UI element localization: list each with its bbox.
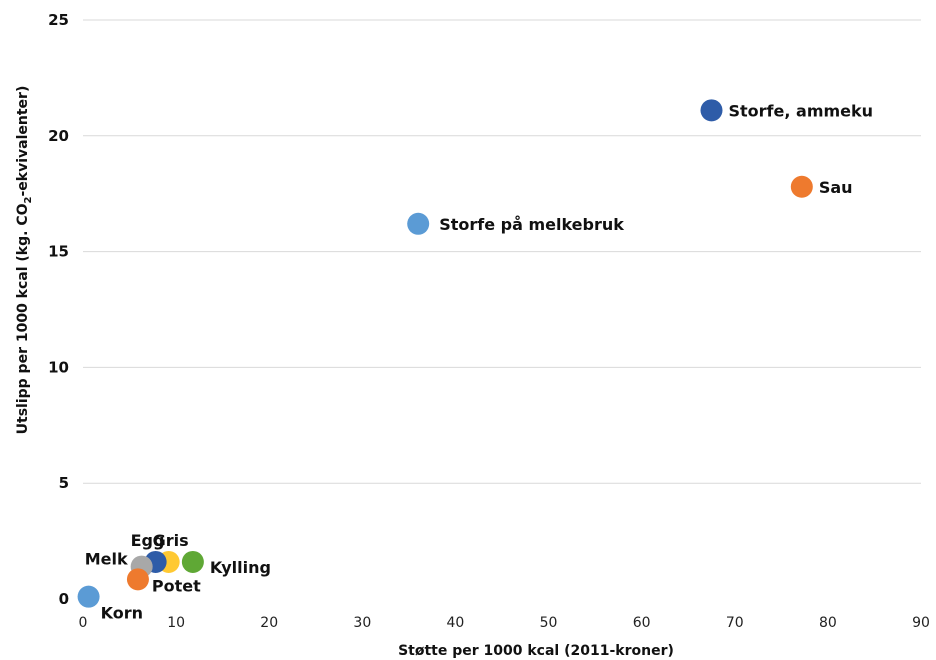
point-label-kylling: Kylling <box>210 558 271 577</box>
y-tick-label: 20 <box>48 127 69 145</box>
point-kylling <box>181 550 204 573</box>
point-labels: Storfe, ammeku Sau Storfe på melkebruk Kyll… <box>85 101 873 622</box>
point-storfe-ammeku <box>700 99 723 122</box>
y-axis-title-rest: -ekvivalenter) <box>15 86 31 197</box>
gridlines <box>83 19 921 484</box>
y-tick-label: 5 <box>59 474 69 492</box>
x-tick-label: 40 <box>447 615 465 631</box>
y-axis-title-subscript: 2 <box>23 196 34 203</box>
point-label-potet: Potet <box>152 576 201 595</box>
data-points <box>77 99 813 608</box>
x-tick-label: 50 <box>540 615 558 631</box>
point-potet <box>126 568 149 591</box>
y-tick-label: 15 <box>48 243 69 261</box>
point-label-korn: Korn <box>101 604 143 623</box>
y-tick-label: 10 <box>48 358 69 376</box>
x-axis-title: Støtte per 1000 kcal (2011-kroner) <box>398 643 674 659</box>
y-axis-title-main: Utslipp per 1000 kcal (kg. CO <box>15 203 31 434</box>
point-label-gris: Gris <box>153 531 189 550</box>
x-tick-label: 30 <box>353 615 371 631</box>
point-korn <box>77 585 100 608</box>
x-tick-label: 0 <box>79 615 88 631</box>
point-storfe-p-melkebruk <box>407 212 430 235</box>
x-axis-ticks: 0 10 20 30 40 50 60 70 80 90 <box>79 615 930 631</box>
point-label-egg: Egg <box>131 531 165 550</box>
point-sau <box>790 175 813 198</box>
point-label-storfe-ammeku: Storfe, ammeku <box>729 101 874 120</box>
point-label-sau: Sau <box>819 178 853 197</box>
y-axis-ticks: 0 5 10 15 20 25 <box>48 11 69 608</box>
x-tick-label: 10 <box>167 615 185 631</box>
x-tick-label: 60 <box>633 615 651 631</box>
y-tick-label: 0 <box>59 590 69 608</box>
x-tick-label: 80 <box>819 615 837 631</box>
x-tick-label: 90 <box>912 615 930 631</box>
x-tick-label: 70 <box>726 615 744 631</box>
x-tick-label: 20 <box>260 615 278 631</box>
point-label-storfe-p-melkebruk: Storfe på melkebruk <box>439 215 624 234</box>
y-axis-title: Utslipp per 1000 kcal (kg. CO2-ekvivalen… <box>15 86 34 435</box>
y-tick-label: 25 <box>48 11 69 29</box>
point-label-melk: Melk <box>85 550 128 569</box>
